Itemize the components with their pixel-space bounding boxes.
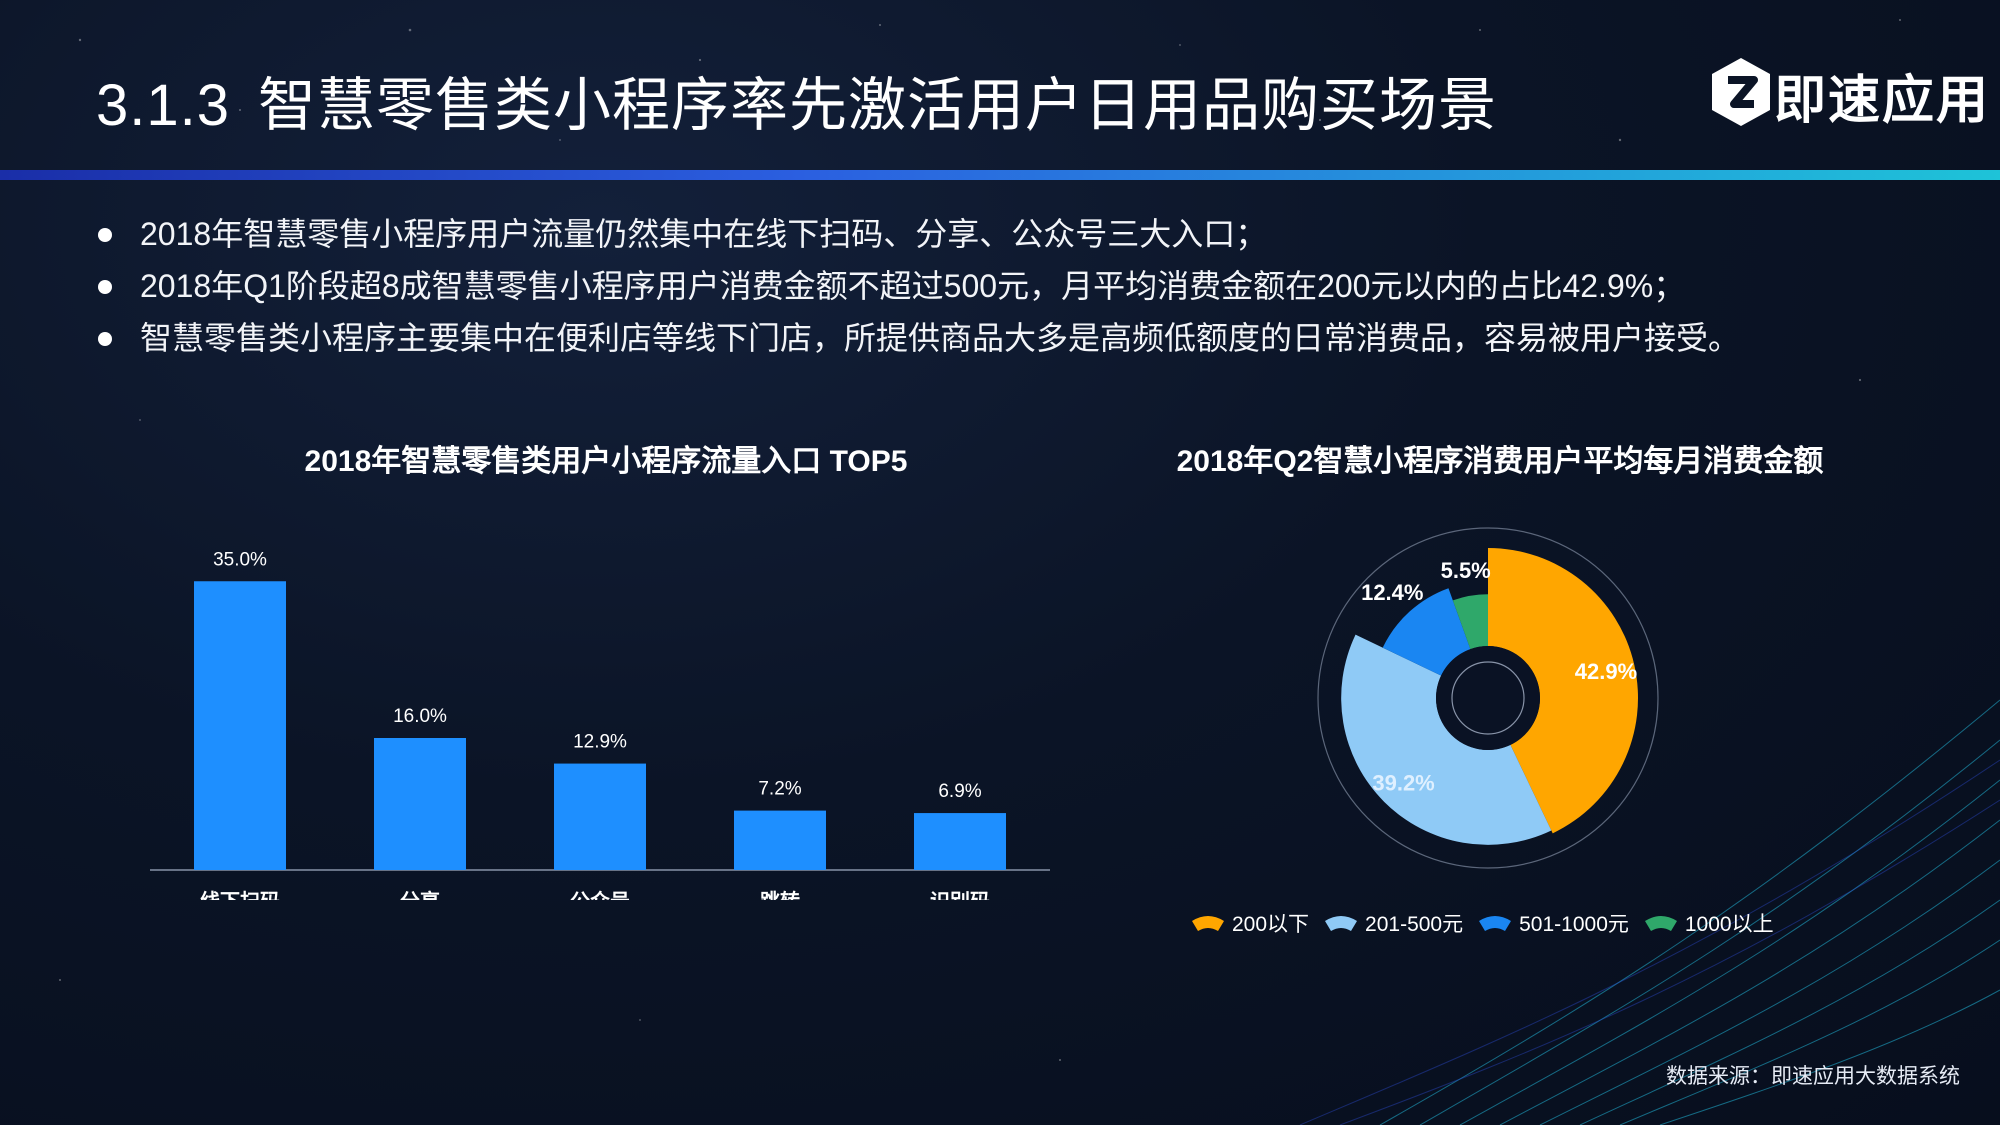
legend-item: 201-500元 [1323, 908, 1463, 938]
bullet-dot-icon [98, 280, 112, 294]
category-label: 线下扫码 [200, 889, 280, 900]
legend-item: 200以下 [1190, 908, 1309, 938]
bullet-dot-icon [98, 332, 112, 346]
pie-slice [1382, 588, 1471, 676]
bar-value-label: 7.2% [758, 779, 801, 800]
bar-value-label: 12.9% [573, 732, 627, 753]
legend-swatch-icon [1479, 916, 1512, 931]
legend-swatch-icon [1644, 916, 1677, 931]
legend-label: 201-500元 [1365, 913, 1464, 936]
bar [734, 810, 826, 870]
bar-value-label: 6.9% [938, 781, 981, 802]
pie-chart-title: 2018年Q2智慧小程序消费用户平均每月消费金额 [1176, 445, 1824, 478]
bar-chart-title: 2018年智慧零售类用户小程序流量入口 TOP5 [304, 445, 908, 478]
bar [374, 738, 466, 870]
legend-swatch-icon [1325, 916, 1358, 931]
bar-chart: 35.0% 线下扫码 16.0% 分享 12.9% 公众号 7.2% 跳转 6.9% 识别码 [150, 549, 1050, 900]
bar [914, 813, 1006, 870]
legend-label: 501-1000元 [1519, 913, 1629, 936]
brand-logo-icon [1712, 58, 1770, 126]
data-source: 数据来源：即速应用大数据系统 [1666, 1065, 1960, 1088]
header-divider [0, 170, 2000, 180]
pie-slice [1488, 548, 1639, 834]
bullet-text: 2018年Q1阶段超8成智慧零售小程序用户消费金额不超过500元，月平均消费金额… [140, 268, 1686, 304]
legend-swatch-shape [1479, 916, 1512, 931]
category-label: 识别码 [930, 890, 990, 900]
slice-value-label: 12.4% [1361, 580, 1423, 605]
donut-hole [1436, 646, 1540, 750]
slice-value-label: 5.5% [1441, 558, 1491, 583]
legend-swatch-shape [1325, 916, 1358, 931]
bullet-text: 2018年智慧零售小程序用户流量仍然集中在线下扫码、分享、公众号三大入口； [140, 216, 1268, 252]
page-title: 3.1.3 智慧零售类小程序率先激活用户日用品购买场景 [96, 58, 1497, 142]
slice-value-label: 39.2% [1372, 770, 1434, 795]
bullet-list: 2018年智慧零售小程序用户流量仍然集中在线下扫码、分享、公众号三大入口； 20… [96, 208, 1816, 364]
bullet-item: 2018年智慧零售小程序用户流量仍然集中在线下扫码、分享、公众号三大入口； [96, 208, 1816, 260]
title-text: 智慧零售类小程序率先激活用户日用品购买场景 [258, 73, 1498, 138]
bar-value-label: 35.0% [213, 549, 267, 570]
slice-value-label: 42.9% [1575, 659, 1637, 684]
legend-item: 1000以上 [1643, 908, 1774, 938]
legend-swatch-shape [1644, 916, 1677, 931]
bullet-text: 智慧零售类小程序主要集中在便利店等线下门店，所提供商品大多是高频低额度的日常消费… [140, 320, 1741, 356]
section-number: 3.1.3 [96, 73, 230, 138]
bar-value-label: 16.0% [393, 706, 447, 727]
bar [194, 581, 286, 870]
legend-item: 501-1000元 [1477, 908, 1629, 938]
pie-slice [1452, 594, 1488, 650]
bullet-dot-icon [98, 228, 112, 242]
legend-label: 200以下 [1232, 913, 1310, 936]
legend-swatch-shape [1192, 916, 1224, 931]
category-label: 跳转 [760, 889, 800, 900]
pie-slice [1341, 634, 1552, 845]
pie-legend: 200以下 201-500元 501-1000元 1000以上 [1190, 908, 1788, 938]
bar [554, 763, 646, 870]
legend-swatch-icon [1192, 916, 1224, 931]
bullet-item: 2018年Q1阶段超8成智慧零售小程序用户消费金额不超过500元，月平均消费金额… [96, 260, 1816, 312]
inner-ring [1451, 661, 1525, 735]
category-label: 分享 [400, 889, 440, 900]
pie-chart: 42.9% 39.2% 12.4% 5.5% [1317, 527, 1659, 869]
category-label: 公众号 [570, 890, 630, 900]
bullet-item: 智慧零售类小程序主要集中在便利店等线下门店，所提供商品大多是高频低额度的日常消费… [96, 312, 1816, 364]
legend-label: 1000以上 [1684, 913, 1774, 936]
outer-ring [1317, 527, 1659, 869]
brand-name: 即速应用 [1774, 72, 1991, 130]
